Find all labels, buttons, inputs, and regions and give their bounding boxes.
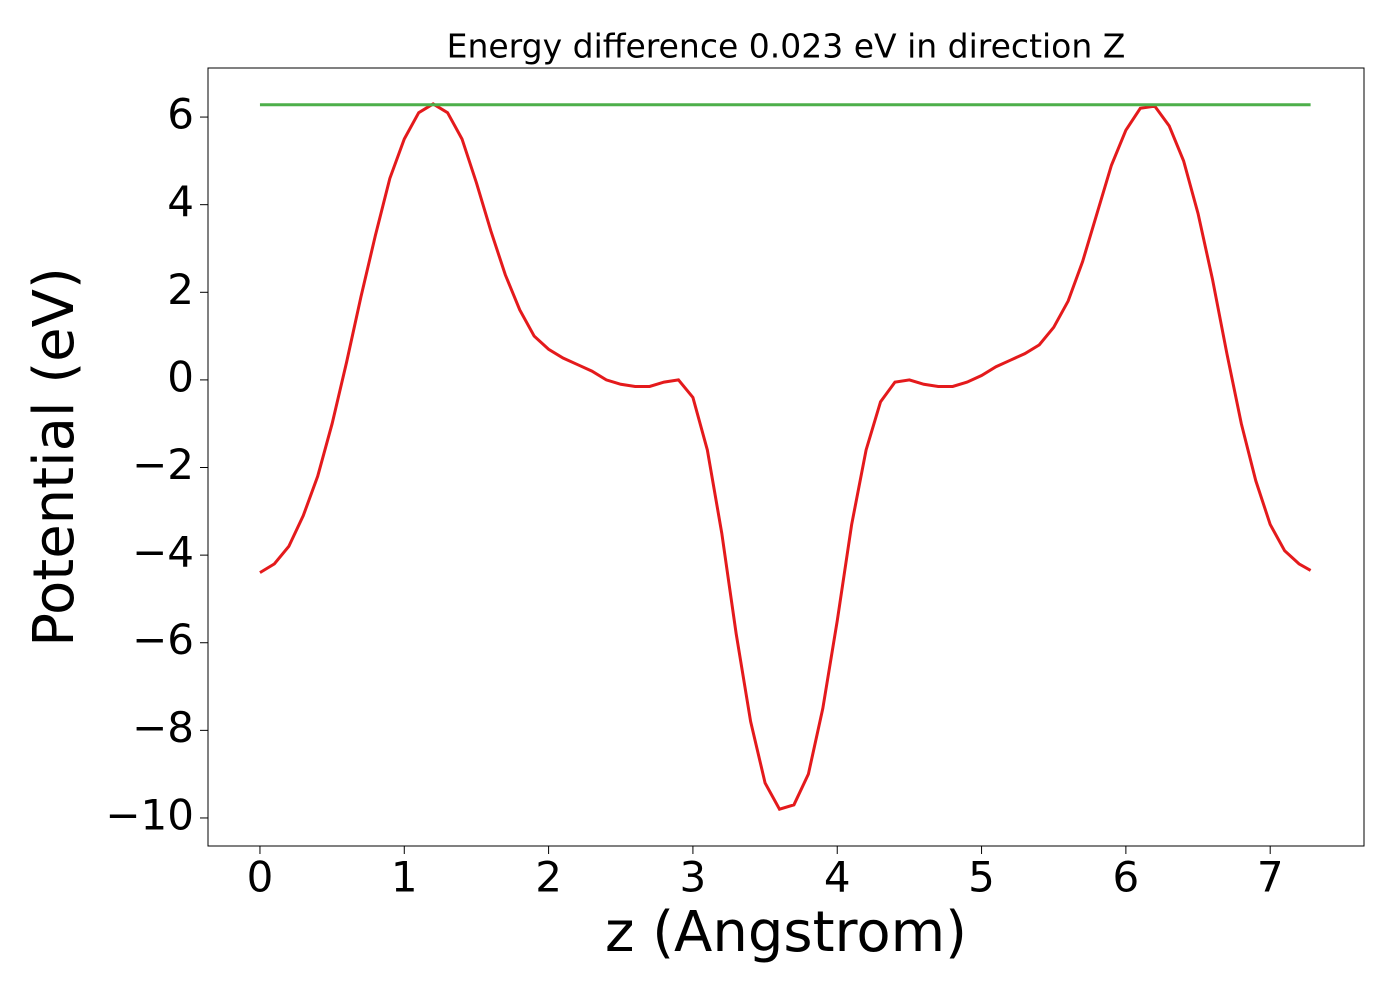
x-tick-label: 4	[824, 853, 851, 902]
y-tick-label: −6	[132, 615, 194, 664]
plot-frame	[207, 67, 1365, 847]
series-line	[259, 102, 1312, 811]
x-tick-label: 2	[535, 853, 562, 902]
y-axis-label: Potential (eV)	[22, 267, 87, 647]
y-tick-label: 2	[167, 265, 194, 314]
x-tick-label: 1	[391, 853, 418, 902]
chart-title: Energy difference 0.023 eV in direction …	[447, 27, 1126, 66]
x-tick-label: 7	[1257, 853, 1284, 902]
x-axis-label: z (Angstrom)	[605, 900, 967, 965]
x-tick-label: 0	[247, 853, 274, 902]
y-tick-label: 0	[167, 352, 194, 401]
y-tick-label: 4	[167, 177, 194, 226]
y-tick-label: −10	[105, 790, 194, 839]
y-tick-label: −4	[132, 528, 194, 577]
y-tick-label: −8	[132, 703, 194, 752]
x-tick-label: 3	[680, 853, 707, 902]
x-tick-label: 6	[1113, 853, 1140, 902]
y-tick-label: −2	[132, 440, 194, 489]
x-tick-label: 5	[968, 853, 995, 902]
y-tick-label: 6	[167, 90, 194, 139]
